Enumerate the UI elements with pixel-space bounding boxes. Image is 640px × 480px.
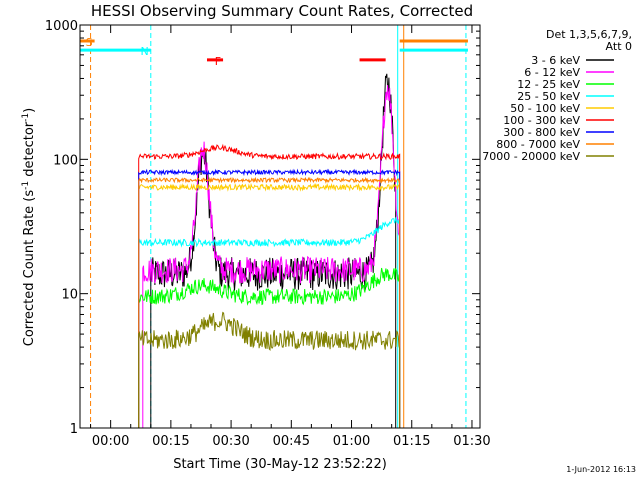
y-tick-label: 100 xyxy=(53,153,78,168)
x-tick-label: 01:30 xyxy=(453,434,490,449)
x-tick-label: 00:45 xyxy=(273,434,310,449)
flag-label: S xyxy=(86,36,93,49)
y-axis-label-sup1: -1 xyxy=(21,181,31,190)
axis-layer: 00:00 00:15 00:30 00:45 01:00 01:15 01:30 1 10 10… xyxy=(45,19,491,449)
legend-label: 3 - 6 keV xyxy=(531,54,580,67)
y-tick-label: 10 xyxy=(61,288,78,303)
legend-label: 6 - 12 keV xyxy=(524,66,580,79)
series-line xyxy=(138,182,401,428)
x-tick-label: 00:00 xyxy=(92,434,129,449)
series-line xyxy=(138,311,401,428)
x-tick-label: 00:30 xyxy=(212,434,249,449)
legend-label: 7000 - 20000 keV xyxy=(482,150,580,163)
legend-label: 100 - 300 keV xyxy=(503,114,580,127)
legend-label: 800 - 7000 keV xyxy=(496,138,580,151)
timestamp: 1-Jun-2012 16:13 xyxy=(566,465,636,474)
y-axis-label: Corrected Count Rate (s-1 detector-1) xyxy=(21,108,37,346)
flag-label: N xyxy=(141,45,149,58)
y-axis-label-post: ) xyxy=(22,108,37,113)
flag-layer: S N F xyxy=(79,25,468,428)
legend-label: 300 - 800 keV xyxy=(503,126,580,139)
series-layer xyxy=(138,73,401,428)
legend-label: 50 - 100 keV xyxy=(510,102,580,115)
series-line xyxy=(150,73,397,428)
legend-header-line2: Att 0 xyxy=(606,40,632,53)
y-tick-label: 1 xyxy=(70,422,78,437)
series-line xyxy=(138,143,401,428)
series-line xyxy=(138,176,401,428)
y-axis-label-pre: Corrected Count Rate (s xyxy=(22,190,37,347)
y-axis-label-sup2: -1 xyxy=(21,113,31,122)
series-line xyxy=(138,168,401,428)
series-line xyxy=(138,217,401,428)
chart-title: HESSI Observing Summary Count Rates, Cor… xyxy=(91,2,473,20)
legend-label: 12 - 25 keV xyxy=(517,78,580,91)
plot-frame xyxy=(79,24,481,429)
x-tick-label: 00:15 xyxy=(152,434,189,449)
legend-label: 25 - 50 keV xyxy=(517,90,580,103)
y-tick-label: 1000 xyxy=(45,19,78,34)
x-tick-label: 01:00 xyxy=(333,434,370,449)
series-line xyxy=(138,267,401,428)
x-axis-label: Start Time (30-May-12 23:52:22) xyxy=(173,457,387,472)
x-tick-label: 01:15 xyxy=(393,434,430,449)
series-line xyxy=(142,84,401,428)
legend-header-line1: Det 1,3,5,6,7,9, xyxy=(546,28,632,41)
flag-label: F xyxy=(215,55,221,68)
y-axis-label-mid: detector xyxy=(22,121,37,181)
